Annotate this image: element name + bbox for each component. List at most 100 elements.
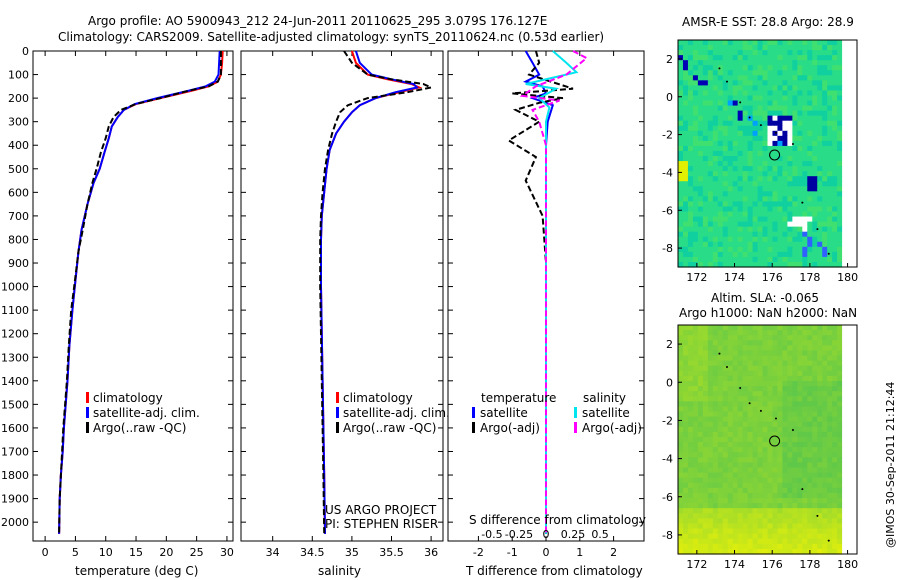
map-cell bbox=[697, 426, 704, 433]
map-cell bbox=[727, 90, 734, 97]
map-cell bbox=[702, 543, 709, 550]
map-cell bbox=[702, 487, 709, 494]
map-cell bbox=[767, 401, 774, 408]
map-cell bbox=[727, 411, 734, 418]
map-cell bbox=[707, 75, 714, 81]
map-cell bbox=[752, 380, 759, 387]
map-cell bbox=[847, 406, 853, 413]
map-cell bbox=[817, 416, 823, 423]
map-cell bbox=[787, 166, 793, 172]
map-cell bbox=[757, 256, 764, 263]
map-cell bbox=[767, 365, 774, 372]
map-cell bbox=[797, 55, 803, 61]
map-cell bbox=[827, 110, 833, 117]
map-cell bbox=[797, 135, 803, 142]
map-cell bbox=[767, 340, 774, 346]
map-cell bbox=[682, 45, 689, 51]
map-cell bbox=[812, 186, 818, 192]
map-cell bbox=[827, 261, 833, 268]
map-cell bbox=[782, 391, 788, 397]
map-cell bbox=[807, 100, 813, 107]
map-cell bbox=[807, 186, 813, 192]
map-cell bbox=[802, 166, 808, 172]
map-cell bbox=[712, 251, 719, 258]
map-cell bbox=[802, 350, 808, 357]
map-cell bbox=[812, 226, 818, 233]
map-cell bbox=[847, 95, 853, 102]
map-cell bbox=[782, 226, 788, 233]
map-cell bbox=[792, 196, 798, 203]
map-cell bbox=[752, 543, 759, 550]
map-cell bbox=[707, 145, 714, 152]
map-cell bbox=[767, 487, 774, 494]
map-cell bbox=[777, 391, 784, 397]
map-cell bbox=[727, 241, 734, 248]
map-cell bbox=[787, 462, 793, 469]
map-cell bbox=[852, 533, 858, 540]
map-cell bbox=[832, 462, 838, 469]
map-cell bbox=[682, 115, 689, 122]
map-cell bbox=[717, 140, 724, 147]
map-cell bbox=[762, 345, 769, 352]
map-cell bbox=[837, 533, 843, 540]
map-cell bbox=[817, 176, 823, 182]
map-cell bbox=[842, 181, 848, 187]
map-cell bbox=[752, 246, 759, 253]
map-cell bbox=[827, 120, 833, 127]
map-cell bbox=[777, 325, 784, 331]
map-cell bbox=[817, 380, 823, 387]
map-cell bbox=[837, 477, 843, 484]
map-cell bbox=[847, 55, 853, 61]
map-cell bbox=[807, 431, 813, 438]
map-cell bbox=[797, 360, 803, 367]
map-cell bbox=[777, 513, 784, 519]
map-cell bbox=[817, 426, 823, 433]
map-cell bbox=[822, 206, 828, 213]
map-cell bbox=[717, 386, 724, 392]
map-cell bbox=[747, 80, 754, 86]
map-cell bbox=[712, 100, 719, 107]
map-cell bbox=[777, 130, 784, 137]
map-cell bbox=[712, 75, 719, 81]
map-cell bbox=[777, 201, 784, 208]
map-cell bbox=[682, 171, 689, 177]
map-cell bbox=[697, 75, 704, 81]
map-cell bbox=[742, 256, 749, 263]
map-cell bbox=[792, 246, 798, 253]
map-cell bbox=[827, 330, 833, 336]
map-cell bbox=[767, 40, 774, 46]
map-cell bbox=[837, 513, 843, 519]
map-cell bbox=[732, 365, 739, 372]
map-cell bbox=[837, 518, 843, 525]
map-cell bbox=[747, 431, 754, 438]
map-cell bbox=[678, 498, 684, 504]
map-cell bbox=[792, 156, 798, 162]
top-x-tick-label: 0.25 bbox=[561, 528, 586, 541]
map-cell bbox=[802, 110, 808, 117]
map-cell bbox=[697, 548, 704, 555]
map-cell bbox=[752, 386, 759, 392]
map-cell bbox=[817, 191, 823, 197]
map-cell bbox=[852, 206, 858, 213]
map-cell bbox=[722, 90, 729, 97]
map-cell bbox=[802, 140, 808, 147]
map-cell bbox=[762, 492, 769, 499]
map-cell bbox=[702, 457, 709, 463]
map-cell bbox=[678, 370, 684, 377]
map-cell bbox=[792, 50, 798, 56]
map-cell bbox=[832, 482, 838, 489]
map-cell bbox=[777, 523, 784, 530]
map-cell bbox=[762, 166, 769, 172]
map-cell bbox=[752, 396, 759, 402]
map-cell bbox=[682, 251, 689, 258]
map-cell bbox=[727, 482, 734, 489]
map-cell bbox=[682, 472, 689, 479]
map-cell bbox=[732, 380, 739, 387]
map-cell bbox=[717, 156, 724, 162]
map-cell bbox=[782, 70, 788, 76]
map-cell bbox=[687, 55, 694, 61]
map-cell bbox=[752, 186, 759, 192]
map-cell bbox=[772, 246, 779, 253]
map-cell bbox=[772, 492, 779, 499]
